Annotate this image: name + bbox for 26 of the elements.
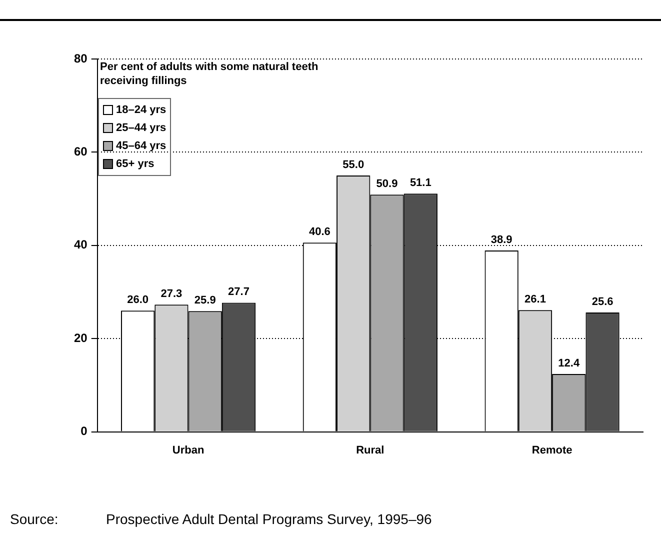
data-label: 26.1 bbox=[524, 294, 546, 306]
data-label: 40.6 bbox=[308, 226, 330, 238]
x-tick-label: Remote bbox=[532, 444, 572, 456]
x-tick-label: Rural bbox=[356, 444, 384, 456]
data-label: 51.1 bbox=[410, 177, 432, 190]
text: Source: Prospective Adult Dental Programs Survey, 1995–96 bbox=[10, 511, 432, 527]
data-label: 26.0 bbox=[127, 294, 149, 306]
legend-label: 65+ yrs bbox=[116, 158, 154, 170]
data-label: 50.9 bbox=[376, 178, 398, 190]
y-tick-label: 20 bbox=[74, 330, 88, 345]
legend-label: 45–64 yrs bbox=[116, 140, 166, 152]
data-label: 38.9 bbox=[490, 234, 512, 246]
y-tick-label: 40 bbox=[74, 238, 88, 252]
y-tick-label: 60 bbox=[74, 144, 88, 159]
data-label: 25.9 bbox=[194, 294, 216, 307]
y-tick-label: 0 bbox=[80, 424, 88, 438]
data-label: 55.0 bbox=[342, 159, 364, 172]
data-label: 27.7 bbox=[228, 286, 250, 298]
x-tick-label: Urban bbox=[172, 444, 204, 456]
data-label: 27.3 bbox=[160, 288, 182, 300]
y-axis-title: Per cent of adults with some natural teeth receiving fillings bbox=[98, 60, 320, 88]
legend-label: 25–44 yrs bbox=[116, 122, 166, 134]
data-label: 12.4 bbox=[558, 358, 580, 370]
legend-label: 18–24 yrs bbox=[116, 104, 166, 116]
y-tick-label: 80 bbox=[74, 51, 88, 66]
data-label: 25.6 bbox=[592, 296, 614, 308]
